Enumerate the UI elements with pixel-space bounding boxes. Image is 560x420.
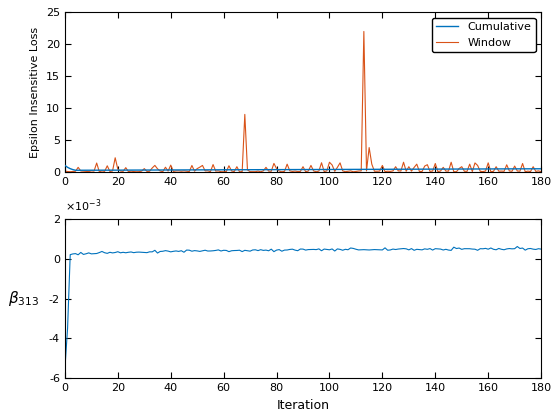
Cumulative	[62, 163, 68, 168]
Cumulative	[295, 167, 301, 172]
Window	[258, 169, 264, 174]
Cumulative	[197, 167, 203, 172]
X-axis label: Iteration: Iteration	[277, 399, 329, 412]
Window	[194, 166, 200, 171]
Window	[133, 169, 139, 174]
Window	[101, 169, 108, 174]
Cumulative	[459, 166, 465, 171]
Text: $\times10^{-3}$: $\times10^{-3}$	[65, 197, 101, 214]
Window	[538, 169, 544, 174]
Y-axis label: $\beta_{313}$: $\beta_{313}$	[8, 289, 40, 308]
Line: Window: Window	[65, 32, 541, 172]
Line: Cumulative: Cumulative	[65, 165, 541, 170]
Window	[295, 169, 301, 174]
Window	[461, 169, 468, 174]
Cumulative	[72, 168, 79, 173]
Legend: Cumulative, Window: Cumulative, Window	[432, 18, 535, 52]
Cumulative	[292, 167, 298, 172]
Cumulative	[538, 166, 544, 171]
Window	[62, 168, 68, 173]
Cumulative	[136, 168, 142, 173]
Window	[361, 29, 367, 34]
Window	[292, 168, 298, 173]
Y-axis label: Epsilon Insensitive Loss: Epsilon Insensitive Loss	[30, 26, 40, 158]
Cumulative	[104, 168, 111, 173]
